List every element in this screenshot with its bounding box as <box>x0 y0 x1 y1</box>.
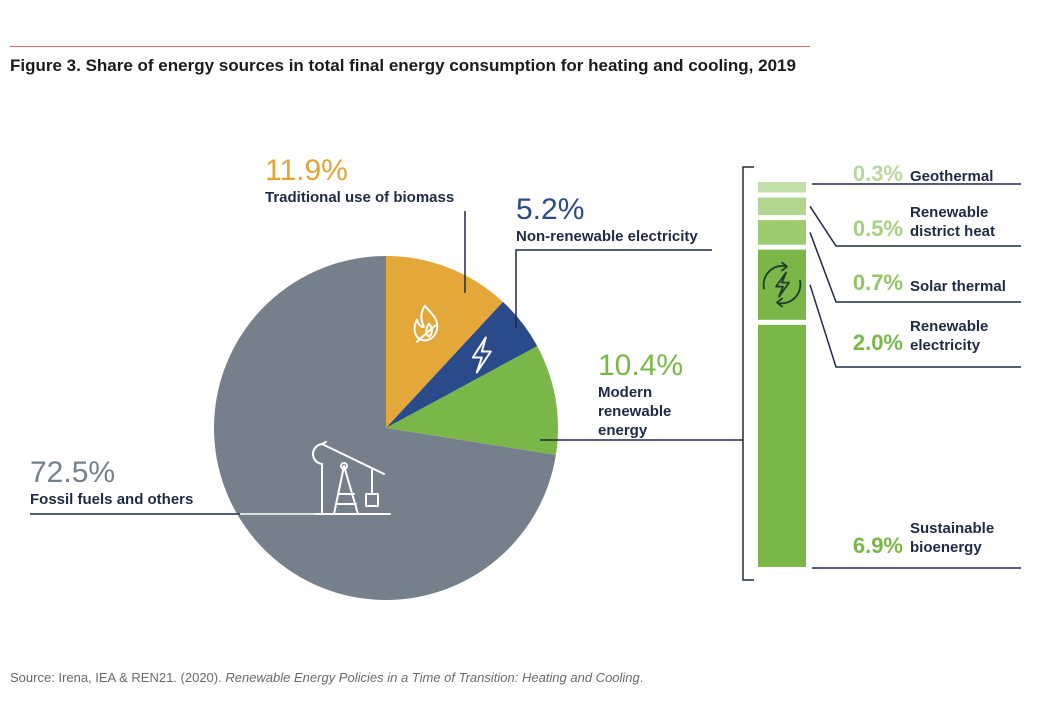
pie-label-non-renewable-electricity: 5.2% Non-renewable electricity <box>516 193 698 245</box>
bar-name-label: Renewable <box>910 318 988 335</box>
bar-name-label: Renewable <box>910 204 988 221</box>
bar-label-geothermal: 0.3% Geothermal <box>812 161 1021 186</box>
breakdown-bracket <box>742 166 754 581</box>
bracket-line <box>742 166 754 581</box>
bar-value-label: 6.9% <box>853 533 903 558</box>
bar-label-solar-thermal: 0.7% Solar thermal <box>809 232 1021 303</box>
pie-label-traditional-use-of-biomass: 11.9% Traditional use of biomass <box>265 154 454 206</box>
bar-segment-solar-thermal <box>758 220 806 245</box>
bar-leader-line <box>809 232 1021 303</box>
bar-label-renewable-electricity: 2.0% Renewable electricity <box>809 284 1021 368</box>
bar-label-renewable-district-heat: 0.5% Renewable district heat <box>809 204 1021 247</box>
bar-labels: 0.3% Geothermal 0.5% Renewable district heat… <box>809 161 1021 569</box>
stacked-bar <box>758 182 806 567</box>
pie-value-label: 11.9% <box>265 154 348 187</box>
flame-icon <box>413 304 439 343</box>
pie-name-label: energy <box>598 422 648 439</box>
bar-name-label: Solar thermal <box>910 278 1006 295</box>
bar-value-label: 0.7% <box>853 270 903 295</box>
pie-label-fossil-fuels-and-others: 72.5% Fossil fuels and others <box>30 456 193 508</box>
bar-icon <box>762 261 802 308</box>
bar-name-label: bioenergy <box>910 539 982 556</box>
source-prefix: Source: Irena, IEA & REN21. (2020). <box>10 670 226 685</box>
bar-segment-sustainable-bioenergy <box>758 324 806 567</box>
top-rule <box>10 46 810 47</box>
bar-name-label: Geothermal <box>910 168 993 185</box>
pie-slice-traditional-use-of-biomass <box>386 256 503 428</box>
pie-name-label: renewable <box>598 403 671 420</box>
source-suffix: . <box>639 670 644 685</box>
pie-value-label: 72.5% <box>30 456 115 489</box>
pie-value-label: 5.2% <box>516 193 584 226</box>
bar-name-label: district heat <box>910 223 995 240</box>
bar-value-label: 0.5% <box>853 216 903 241</box>
leader-line-non-renewable-electricity <box>515 249 712 328</box>
bar-value-label: 2.0% <box>853 330 903 355</box>
source-note: Source: Irena, IEA & REN21. (2020). Rene… <box>10 670 643 685</box>
pie-value-label: 10.4% <box>598 349 683 382</box>
bar-segment-renewable-district-heat <box>758 197 806 216</box>
pie-slice-modern-renewable-energy <box>386 346 558 455</box>
pie-name-label: Modern <box>598 384 652 401</box>
bar-name-label: electricity <box>910 337 981 354</box>
pie-icons <box>312 304 492 515</box>
bar-label-sustainable-bioenergy: 6.9% Sustainable bioenergy <box>812 520 1021 569</box>
source-title: Renewable Energy Policies in a Time of T… <box>225 670 640 685</box>
pie-label-modern-renewable-energy: 10.4% Modern renewable energy <box>598 349 683 439</box>
lightning-icon <box>471 336 492 374</box>
pie-name-label: Fossil fuels and others <box>30 491 193 508</box>
pie-name-label: Non-renewable electricity <box>516 228 698 245</box>
figure-title: Figure 3. Share of energy sources in tot… <box>10 56 796 75</box>
bar-value-label: 0.3% <box>853 161 903 186</box>
bar-leader-line <box>809 205 1021 247</box>
bar-segment-geothermal <box>758 182 806 193</box>
pie-labels: 11.9% Traditional use of biomass 5.2% Non-r… <box>30 154 743 515</box>
pie-name-label: Traditional use of biomass <box>265 189 454 206</box>
oil-pump-icon <box>312 441 391 515</box>
bar-segment-renewable-electricity <box>758 249 806 320</box>
bar-leader-line <box>809 284 1021 368</box>
recycle-lightning-icon <box>762 261 802 308</box>
bar-name-label: Sustainable <box>910 520 994 537</box>
pie-chart <box>213 256 558 600</box>
pie-slice-non-renewable-electricity <box>386 301 538 428</box>
